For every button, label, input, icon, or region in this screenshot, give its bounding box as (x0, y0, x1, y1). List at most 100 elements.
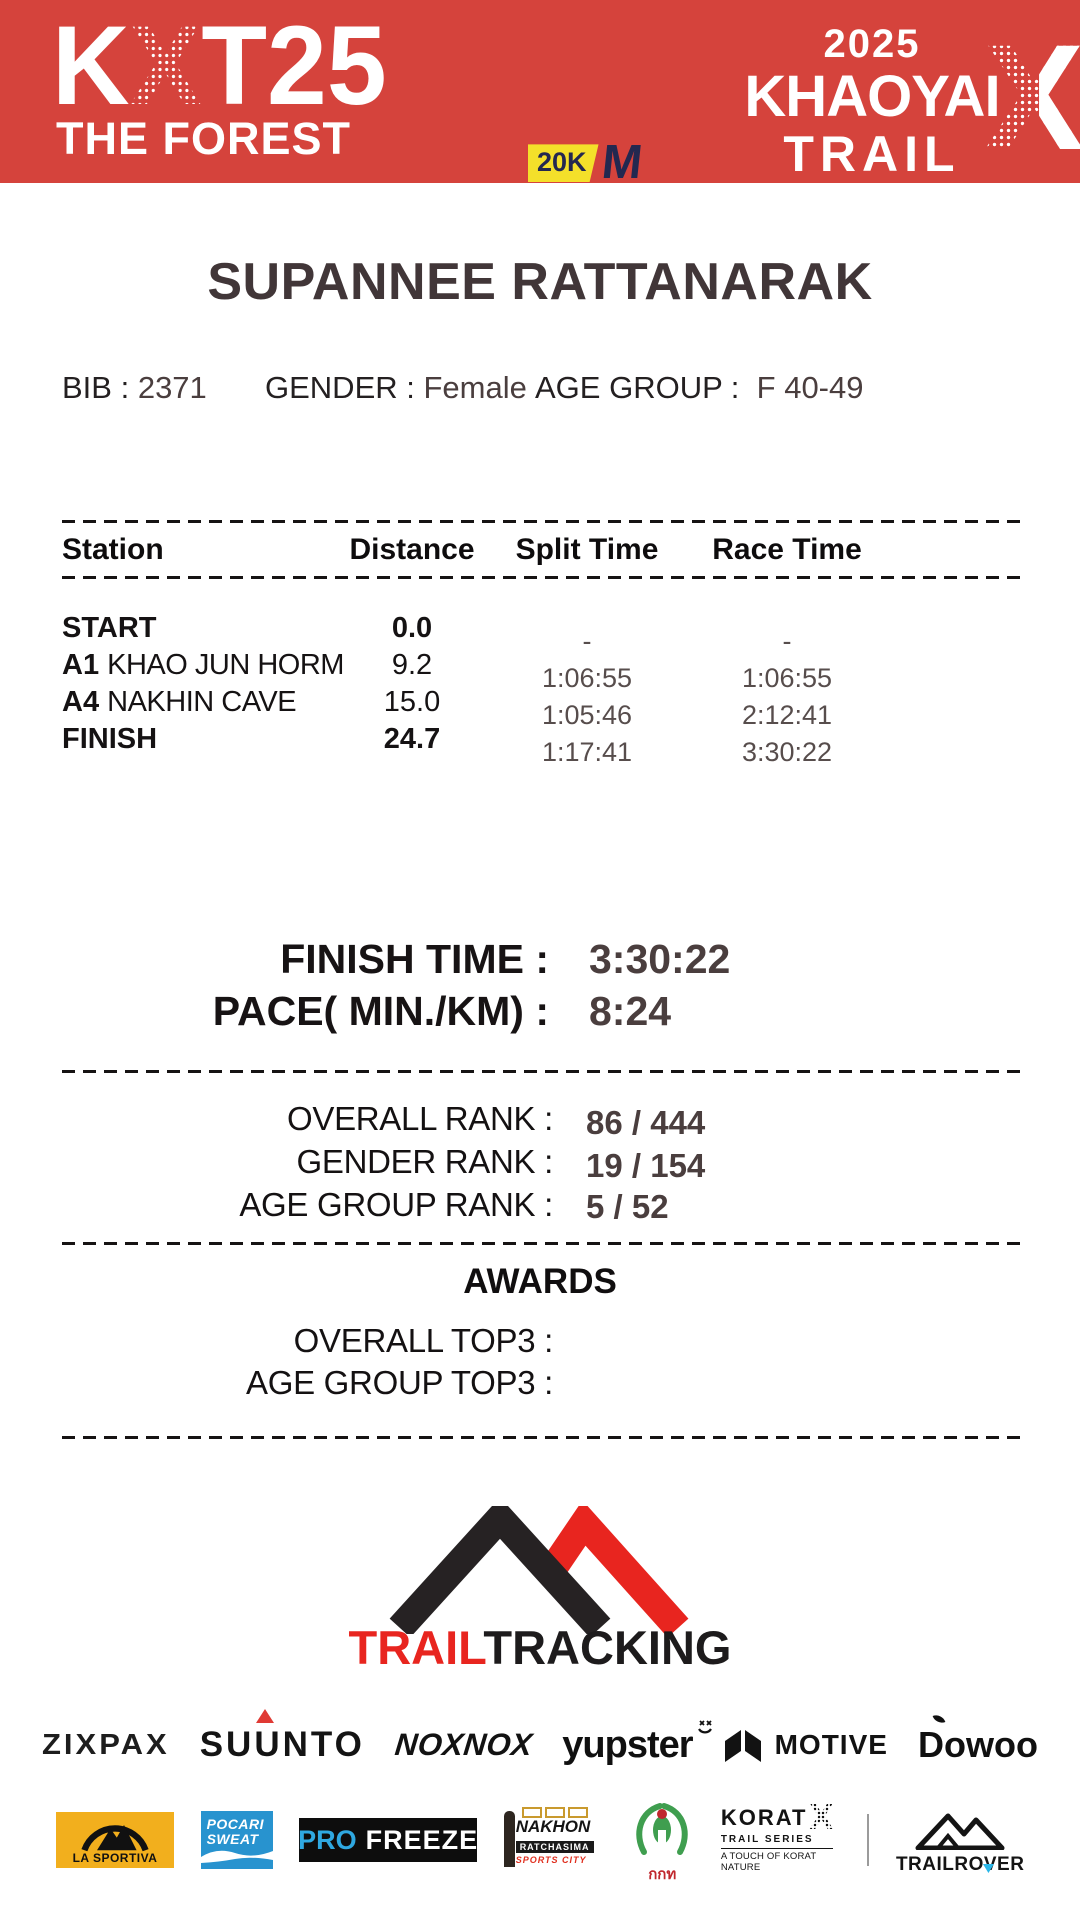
trailtracking-wordmark: TRAILTRACKING (0, 1620, 1080, 1675)
wreath-icon (636, 1803, 688, 1855)
m-mark-icon: M (598, 136, 645, 189)
event-subtitle: THE FOREST (56, 113, 352, 164)
bib-value: 2371 (137, 370, 207, 405)
station-cell: A1 KHAO JUN HORM (62, 649, 344, 681)
race-time-cell: - (782, 626, 792, 656)
distance-cell: 15.0 (383, 686, 441, 718)
trailrover-blue-triangle-icon (982, 1864, 994, 1873)
finish-time-label: FINISH TIME : (280, 936, 549, 982)
runner-name: SUPANNEE RATTANARAK (207, 253, 873, 311)
splits-rows: START 0.0 - - A1 KHAO JUN HORM 9.2 1:06:55 1:06… (62, 612, 912, 767)
table-row: FINISH 24.7 1:17:41 3:30:22 (62, 723, 912, 767)
yupster-logo: yupster (562, 1719, 712, 1767)
event-code-dotted-x: X (129, 3, 202, 128)
split-time-cell: 1:05:46 (541, 700, 633, 730)
noxnox-logo: NOXNOX (393, 1727, 535, 1762)
header-station: Station (62, 533, 164, 566)
trailrover-logo: TRAILROVER (896, 1806, 1024, 1874)
gender-label: GENDER : (265, 370, 415, 405)
age-group-label: AGE GROUP : (535, 370, 740, 405)
race-time-cell: 3:30:22 (741, 737, 833, 767)
distance-cell: 24.7 (383, 723, 441, 755)
gender-group: GENDER : Female (265, 370, 527, 406)
gender-rank-label: GENDER RANK : (296, 1143, 554, 1180)
divider (62, 1436, 1020, 1439)
sat-crest-logo: กกท (630, 1800, 694, 1882)
divider (62, 1242, 1020, 1245)
korat-trail-series-logo: KORAT X TRAIL SERIES A TOUCH OF KORAT NA… (720, 1796, 834, 1873)
brand-trail: TRAIL (348, 1621, 484, 1674)
bib-group: BIB : 2371 (62, 370, 207, 406)
motive-logo: MOTIVE (723, 1728, 888, 1762)
pace-value: 8:24 (589, 988, 672, 1034)
header-race-time: Race Time (712, 533, 862, 566)
zixpax-logo: ZIXPAX (42, 1728, 170, 1761)
overall-rank-value: 86 / 444 (586, 1104, 706, 1141)
event-code-rest: T25 (201, 3, 387, 128)
station-cell: A4 NAKHIN CAVE (62, 686, 297, 718)
table-row: A4 NAKHIN CAVE 15.0 1:05:46 2:12:41 (62, 686, 912, 730)
distance-cell: 9.2 (391, 649, 433, 681)
event-year: 2025 (823, 22, 921, 66)
suunto-triangle-icon (255, 1709, 274, 1723)
la-sportiva-logo: LA SPORTIVA (56, 1812, 174, 1868)
la-sportiva-mountain-icon (81, 1825, 149, 1852)
event-logo-block: 2025 KHAOYAI TRAIL (733, 24, 1011, 179)
divider (62, 520, 1020, 523)
split-time-cell: 1:06:55 (541, 663, 633, 693)
vertical-divider (867, 1814, 870, 1866)
age-group-group: AGE GROUP : F 40-49 (535, 370, 864, 406)
gender-rank-value: 19 / 154 (586, 1147, 706, 1184)
split-time-cell: - (582, 626, 592, 656)
nakhon-ratchasima-logo: NAKHON RATCHASIMA SPORTS CITY (503, 1807, 604, 1873)
header-distance: Distance (349, 533, 475, 566)
pro-freeze-logo: PRO FREEZE (298, 1818, 477, 1862)
korat-x-icon: X (809, 1796, 834, 1838)
station-cell: START (62, 612, 157, 644)
sponsor-row-2: LA SPORTIVA POCARI SWEAT PRO FREEZE NAKH… (0, 1794, 1080, 1886)
race-time-cell: 1:06:55 (741, 663, 833, 693)
statue-icon (503, 1811, 515, 1867)
event-banner: KXT25 THE FOREST 20K M 2025 KHAOYAI TRAI… (0, 0, 1080, 189)
divider (62, 1070, 1020, 1073)
gender-value: Female (423, 370, 527, 405)
distance-badge-label: 20K (528, 144, 599, 182)
pocari-sweat-logo: POCARI SWEAT (200, 1811, 273, 1869)
overall-rank-label: OVERALL RANK : (286, 1100, 553, 1137)
age-group-rank-label: AGE GROUP RANK : (239, 1186, 553, 1223)
station-cell: FINISH (62, 723, 158, 755)
trailrover-mountains-icon (915, 1813, 1005, 1851)
bib-label: BIB : (62, 370, 130, 405)
age-group-value: F 40-49 (756, 370, 864, 405)
brand-tracking: TRACKING (483, 1621, 732, 1674)
table-row: A1 KHAO JUN HORM 9.2 1:06:55 1:06:55 (62, 649, 912, 693)
awards-title: AWARDS (463, 1262, 617, 1301)
khaoyai-x-icon: X X (984, 22, 1080, 172)
splits-header-row: Station Distance Split Time Race Time (62, 533, 912, 567)
pocari-wave-icon (200, 1850, 273, 1863)
sponsor-row-1: ZIXPAX SUUNTO NOXNOX yupster MOTIVE Dowo… (0, 1703, 1080, 1787)
race-time-cell: 2:12:41 (741, 700, 833, 730)
suunto-logo: SUUNTO (200, 1709, 365, 1765)
event-name-line2: TRAIL (783, 126, 961, 182)
event-code-k: K (52, 3, 130, 128)
table-row: START 0.0 - - (62, 612, 912, 656)
age-group-rank-value: 5 / 52 (586, 1188, 669, 1225)
trailtracking-logo-icon (389, 1506, 689, 1634)
header-split-time: Split Time (515, 533, 659, 566)
divider (720, 1847, 833, 1849)
event-code: KXT25 (52, 10, 387, 122)
yupster-smiley-icon (697, 1719, 712, 1733)
divider (62, 576, 1020, 579)
event-name-line1: KHAOYAI (744, 64, 1000, 129)
finish-time-value: 3:30:22 (589, 936, 731, 982)
overall-top3-label: OVERALL TOP3 : (293, 1322, 554, 1359)
age-group-top3-label: AGE GROUP TOP3 : (246, 1364, 553, 1401)
split-time-cell: 1:17:41 (541, 737, 633, 767)
gate-icon (521, 1807, 604, 1818)
motive-flags-icon (724, 1730, 761, 1762)
distance-cell: 0.0 (391, 612, 433, 644)
dowoo-logo: Dowoo (918, 1712, 1038, 1766)
pace-label: PACE( MIN./KM) : (212, 988, 549, 1034)
